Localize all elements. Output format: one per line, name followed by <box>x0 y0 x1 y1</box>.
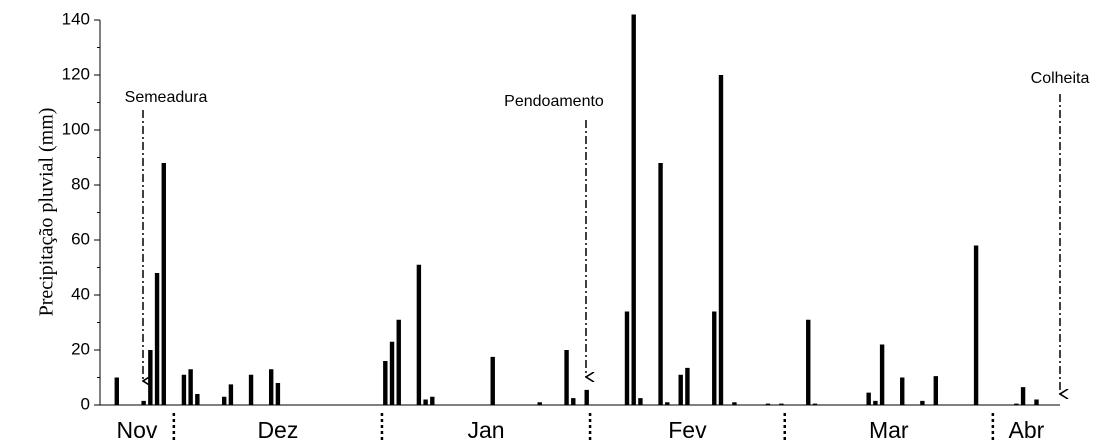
y-tick-label: 0 <box>81 394 90 413</box>
bar <box>765 403 771 405</box>
bar <box>873 400 878 405</box>
bar <box>665 402 670 405</box>
bar <box>141 400 146 405</box>
bar <box>933 376 939 405</box>
bar <box>779 403 784 405</box>
annotation: Pendoamento <box>504 93 604 110</box>
bar <box>148 350 153 405</box>
month-label: Dez <box>257 417 298 443</box>
bar <box>268 369 274 405</box>
bar <box>430 396 435 405</box>
bar <box>416 264 422 405</box>
bar <box>900 377 905 405</box>
bar <box>658 163 663 405</box>
bar <box>812 403 818 405</box>
bar <box>732 402 737 405</box>
bar <box>678 374 683 405</box>
bar <box>195 394 200 405</box>
bar <box>920 400 925 405</box>
annotation: Semeadura <box>125 89 208 106</box>
y-axis-label: Precipitação pluvial (mm) <box>36 108 58 317</box>
bar <box>712 311 717 405</box>
bar <box>564 350 569 405</box>
bar <box>383 361 388 405</box>
y-tick-label: 100 <box>62 119 90 138</box>
bar <box>389 341 395 405</box>
month-label: Mar <box>869 417 909 443</box>
bar <box>806 319 811 405</box>
bar <box>248 374 254 405</box>
bar <box>1014 403 1019 405</box>
bar <box>490 356 495 405</box>
bar <box>624 311 630 405</box>
bar <box>114 377 119 405</box>
y-tick-label: 60 <box>71 229 90 248</box>
bar <box>879 344 885 405</box>
y-tick-label: 20 <box>71 339 90 358</box>
bar <box>188 369 193 405</box>
month-label: Jan <box>467 417 504 443</box>
bar <box>537 402 542 405</box>
bar <box>221 396 227 405</box>
bar <box>584 389 589 405</box>
bar <box>1020 387 1026 405</box>
month-label: Nov <box>116 417 157 443</box>
bar <box>866 392 871 405</box>
bar <box>423 399 428 405</box>
y-tick-label: 140 <box>62 9 90 28</box>
bar <box>154 273 160 405</box>
bar <box>228 384 234 405</box>
y-tick-label: 40 <box>71 284 90 303</box>
bar <box>275 383 281 405</box>
annotation: Colheita <box>1031 70 1090 87</box>
bar <box>396 319 401 405</box>
bar <box>181 374 187 405</box>
month-label: Abr <box>1009 417 1045 443</box>
bar <box>638 398 643 405</box>
month-label: Fev <box>668 417 707 443</box>
bar <box>1034 399 1039 405</box>
bar <box>161 163 166 405</box>
bar <box>631 14 636 405</box>
bar <box>685 367 690 405</box>
bar <box>571 398 576 405</box>
bar <box>718 75 724 405</box>
y-tick-label: 120 <box>62 64 90 83</box>
bar <box>973 245 979 405</box>
y-tick-label: 80 <box>71 174 90 193</box>
